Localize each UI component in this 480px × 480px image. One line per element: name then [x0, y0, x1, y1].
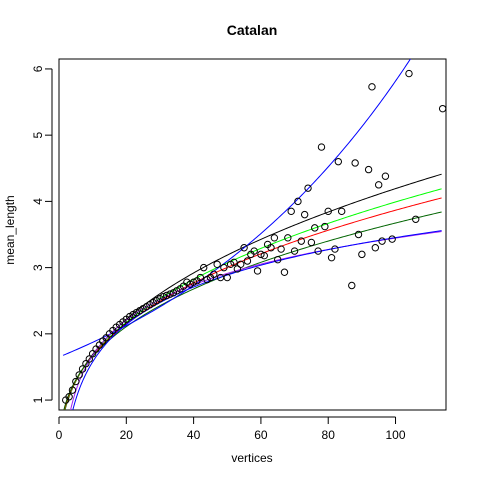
data-point [327, 253, 336, 262]
fit-curve-3 [63, 211, 442, 410]
data-point [438, 104, 447, 113]
data-point [72, 377, 80, 386]
data-point [300, 210, 309, 219]
data-point [166, 290, 174, 298]
x-axis-label: vertices [231, 451, 272, 465]
data-point [317, 143, 326, 151]
fit-curve-0 [64, 173, 442, 410]
data-point [381, 172, 390, 180]
data-point [210, 270, 218, 278]
y-tick-label: 6 [31, 65, 45, 72]
data-point [351, 159, 359, 167]
data-point [267, 244, 275, 252]
x-tick-label: 0 [56, 428, 63, 442]
data-point [75, 371, 83, 379]
y-tick-label: 2 [31, 330, 45, 337]
data-point [196, 273, 205, 282]
data-point [284, 234, 292, 242]
data-point [337, 207, 346, 216]
data-point [220, 263, 228, 272]
data-point [280, 268, 289, 276]
fit-curve-4 [62, 59, 411, 356]
data-point [253, 267, 262, 275]
x-axis: 0 20 40 60 80 100 [56, 416, 406, 442]
y-tick-label: 3 [31, 264, 45, 271]
data-point [223, 273, 231, 282]
data-point [348, 281, 356, 290]
data-point [412, 215, 420, 223]
fit-curve-1 [64, 188, 442, 410]
data-point [290, 247, 299, 255]
data-point [85, 355, 93, 363]
data-point [354, 230, 363, 239]
data-point [405, 69, 413, 78]
data-point [374, 181, 383, 189]
data-point [213, 260, 221, 269]
y-tick-label: 5 [31, 132, 45, 139]
y-axis-label: mean_length [3, 195, 17, 264]
data-point [270, 234, 279, 242]
data-point [388, 235, 396, 243]
x-tick-label: 20 [120, 428, 134, 442]
data-point [314, 247, 322, 255]
data-point [378, 237, 386, 245]
data-point [243, 257, 252, 265]
data-point [162, 291, 171, 300]
x-tick-label: 80 [322, 428, 336, 442]
data-point [250, 247, 258, 255]
data-point [237, 260, 245, 269]
data-point [287, 207, 295, 216]
data-point [304, 184, 312, 192]
plot-area-frame [58, 58, 447, 411]
data-point [307, 238, 316, 247]
data-point [159, 293, 168, 301]
data-point [277, 245, 285, 253]
y-axis: 1 2 3 4 5 6 [31, 65, 53, 403]
data-point [230, 258, 238, 267]
data-point [297, 237, 305, 245]
data-point [358, 250, 366, 259]
data-point [260, 251, 268, 260]
y-tick-label: 4 [31, 198, 45, 205]
data-point [334, 157, 343, 166]
x-tick-label: 100 [386, 428, 406, 442]
data-point [331, 245, 339, 253]
data-point [78, 365, 87, 373]
data-point [364, 165, 373, 174]
data-point [65, 393, 73, 401]
data-point [324, 207, 332, 216]
data-points [62, 69, 447, 404]
x-tick-label: 40 [187, 428, 201, 442]
fit-curve-2 [63, 197, 442, 410]
data-point [68, 386, 77, 394]
data-point [257, 250, 265, 259]
data-point [200, 263, 208, 272]
data-point [294, 197, 302, 206]
data-point [240, 244, 248, 252]
y-tick-label: 1 [31, 396, 45, 403]
data-point [274, 255, 282, 264]
chart-title: Catalan [227, 22, 278, 38]
data-point [368, 83, 376, 91]
data-point [321, 222, 329, 231]
x-tick-label: 60 [254, 428, 268, 442]
data-point [189, 278, 198, 286]
data-point [371, 244, 380, 252]
data-point [311, 224, 319, 232]
